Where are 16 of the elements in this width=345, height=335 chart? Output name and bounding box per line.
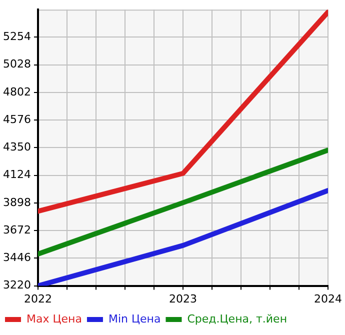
legend-label: Min Цена: [108, 312, 161, 326]
legend-label: Max Цена: [26, 312, 82, 326]
y-tick-label: 3898: [2, 196, 31, 209]
y-tick-label: 4576: [2, 112, 31, 126]
y-tick-label: 3446: [2, 251, 31, 264]
y-tick-label: 5254: [2, 30, 31, 44]
legend-label: Сред.Цена, т.йен: [187, 312, 288, 326]
y-tick-label: 4802: [2, 85, 31, 98]
y-tick-label: 3220: [2, 278, 31, 292]
y-tick-label: 5028: [2, 58, 31, 71]
x-tick-label: 2022: [24, 292, 52, 306]
y-tick-label: 4124: [2, 168, 31, 182]
y-tick-label: 3672: [2, 223, 31, 236]
x-tick-label: 2023: [169, 292, 197, 306]
x-tick-label: 2024: [314, 292, 342, 306]
y-tick-label: 4350: [2, 140, 31, 154]
